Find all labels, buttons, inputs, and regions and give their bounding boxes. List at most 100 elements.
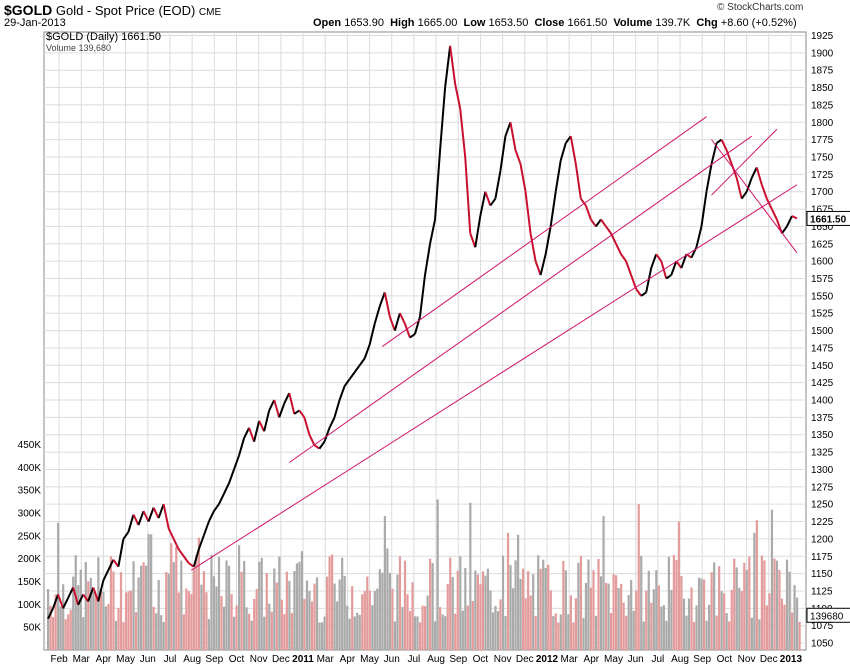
volume-bar	[348, 618, 351, 650]
volume-bar	[388, 572, 392, 650]
volume-bar	[416, 616, 419, 650]
volume-bar	[758, 619, 761, 650]
volume-bar	[675, 559, 678, 650]
volume-bar	[516, 534, 520, 650]
price-segment	[499, 136, 507, 172]
volume-bar	[650, 602, 653, 650]
price-segment	[715, 138, 723, 144]
volume-bar	[584, 582, 588, 650]
volume-bar	[519, 578, 522, 650]
price-segment	[519, 163, 527, 192]
price-segment	[343, 378, 351, 387]
volume-bar	[411, 582, 414, 650]
volume-bar	[145, 565, 148, 650]
price-segment	[665, 274, 672, 280]
volume-bar	[285, 571, 288, 650]
volume-bar	[479, 584, 482, 650]
volume-bar	[436, 499, 439, 650]
volume-bar	[202, 571, 206, 650]
price-segment	[564, 135, 572, 144]
volume-bar	[617, 588, 620, 650]
volume-bar	[697, 577, 701, 650]
price-segment	[197, 535, 205, 550]
volume-bar	[687, 598, 691, 650]
price-tick-label: 1450	[811, 361, 834, 372]
price-segment	[258, 420, 266, 432]
volume-bar	[147, 533, 150, 650]
volume-bar	[77, 585, 80, 650]
price-segment	[378, 292, 386, 307]
volume-bar	[790, 612, 794, 650]
time-tick-label: Jul	[164, 654, 177, 665]
legend-volume: Volume 139,680	[46, 43, 111, 53]
volume-bar	[728, 621, 731, 650]
volume-bar	[87, 581, 90, 650]
volume-bar	[640, 555, 643, 650]
price-tick-label: 1600	[811, 257, 834, 268]
volume-bar	[587, 559, 590, 650]
volume-bar	[765, 605, 769, 650]
volume-bar	[795, 597, 799, 650]
volume-bar	[182, 614, 185, 650]
volume-bar	[300, 551, 304, 650]
volume-bar	[64, 619, 67, 650]
price-segment	[248, 427, 256, 443]
volume-bar	[657, 585, 660, 650]
price-tick-label: 1400	[811, 396, 834, 407]
volume-bar	[461, 610, 464, 650]
price-segment	[82, 593, 90, 602]
price-segment	[590, 218, 597, 228]
volume-bar	[270, 611, 273, 650]
volume-bar	[177, 592, 180, 650]
volume-bar	[112, 571, 115, 650]
price-segment	[725, 149, 733, 165]
price-segment	[388, 316, 396, 331]
volume-bar	[157, 579, 160, 650]
volume-bar	[336, 601, 339, 650]
volume-bar	[290, 612, 293, 650]
price-segment	[303, 417, 311, 436]
volume-bar	[413, 616, 417, 650]
price-segment	[293, 409, 300, 415]
price-tick-label: 1225	[811, 517, 834, 528]
volume-bar	[295, 563, 299, 650]
volume-bar	[263, 616, 266, 650]
volume-bar	[743, 562, 746, 650]
volume-bar	[328, 556, 331, 650]
volume-bar	[378, 569, 381, 650]
price-segment	[640, 291, 647, 297]
low-label: Low	[463, 17, 486, 29]
volume-bar	[793, 585, 796, 650]
volume-bar	[625, 615, 628, 650]
time-tick-label: Nov	[738, 654, 756, 665]
volume-bar	[250, 620, 253, 650]
volume-bar	[484, 575, 487, 650]
volume-bar	[315, 577, 319, 650]
time-tick-label: Sep	[449, 654, 467, 665]
volume-bar	[597, 558, 600, 650]
volume-bar	[406, 594, 409, 650]
price-segment	[97, 580, 105, 602]
high-label: High	[390, 17, 415, 29]
volume-bar	[612, 574, 615, 650]
volume-bar	[139, 565, 143, 650]
price-tick-label: 1150	[811, 569, 833, 580]
price-segment	[680, 253, 688, 269]
volume-bar	[680, 576, 683, 650]
price-tick-label: 1250	[811, 500, 834, 511]
volume-bar	[150, 534, 153, 650]
price-segment	[308, 434, 316, 446]
price-segment	[368, 323, 376, 345]
volume-bar	[310, 601, 314, 650]
price-segment	[409, 333, 416, 339]
price-segment	[580, 198, 587, 207]
volume-bar	[401, 606, 404, 650]
volume-bar	[351, 586, 354, 650]
price-tick-label: 1650	[811, 222, 834, 233]
volume-bar	[109, 556, 113, 650]
volume-tick-label: 100K	[18, 600, 42, 611]
price-segment	[514, 149, 522, 165]
volume-bar	[222, 606, 226, 650]
legend-price: $GOLD (Daily) 1661.50	[46, 31, 161, 43]
